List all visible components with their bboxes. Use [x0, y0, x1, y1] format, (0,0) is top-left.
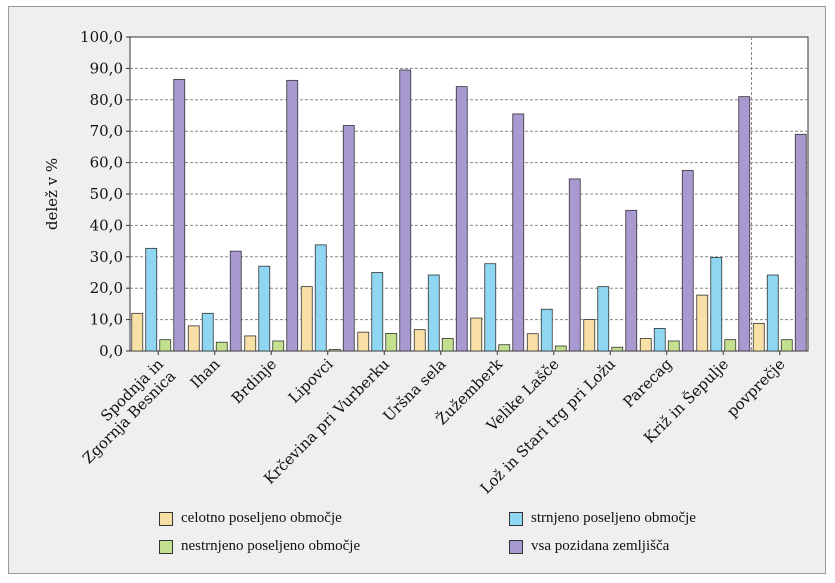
bar-2	[371, 272, 384, 352]
bar-1	[244, 335, 257, 352]
legend-swatch	[509, 539, 523, 554]
y-tick-label: 100,0	[80, 28, 123, 46]
legend-item-celotno: celotno poseljeno območje	[159, 510, 342, 527]
legend-label: strnjeno poseljeno območje	[531, 510, 696, 526]
bar-2	[766, 274, 779, 352]
bar-4	[399, 69, 412, 352]
bar-3	[159, 339, 172, 352]
legend-swatch	[159, 539, 173, 554]
bar-3	[272, 340, 285, 352]
bar-4	[512, 113, 525, 352]
bar-3	[780, 339, 793, 352]
bar-3	[611, 346, 624, 352]
x-category-label: Lipovci	[285, 355, 337, 407]
bar-2	[258, 265, 271, 352]
y-tick-label: 20,0	[90, 279, 123, 297]
bar-1	[300, 286, 313, 352]
bar-3	[498, 344, 511, 352]
bar-2	[201, 312, 214, 352]
legend-label: celotno poseljeno območje	[181, 510, 342, 526]
legend-swatch	[509, 511, 523, 526]
x-category-label: Ihan	[187, 355, 224, 392]
bar-2	[145, 247, 158, 352]
bar-4	[229, 250, 242, 352]
bar-1	[470, 317, 483, 352]
bar-3	[215, 341, 228, 352]
bar-1	[639, 338, 652, 352]
bar-4	[681, 170, 694, 352]
bar-1	[413, 329, 426, 352]
legend-swatch	[159, 511, 173, 526]
bar-3	[385, 333, 398, 352]
bar-1	[131, 312, 144, 352]
bar-2	[314, 244, 327, 352]
legend-item-vsa-pozidana: vsa pozidana zemljišča	[509, 538, 669, 555]
legend-item-nestrnjeno: nestrnjeno poseljeno območje	[159, 538, 360, 555]
bar-2	[484, 263, 497, 352]
bar-4	[455, 86, 468, 352]
x-category-label: Spodnja inZgornja Besnica	[67, 355, 179, 467]
x-category-label: Brdinje	[228, 355, 280, 407]
bar-3	[441, 338, 454, 352]
y-tick-label: 80,0	[90, 91, 123, 109]
y-tick-label: 70,0	[90, 122, 123, 140]
bar-2	[540, 308, 553, 352]
bar-4	[342, 125, 355, 352]
bar-2	[597, 286, 610, 352]
y-tick-label: 50,0	[90, 185, 123, 203]
bar-2	[653, 327, 666, 352]
y-axis-label: delež v %	[43, 158, 61, 230]
bar-1	[752, 322, 765, 352]
chart-frame: 0,0 10,0 20,0 30,0 40,0 50,0 60,0 70,0 80,0 90,0 1…	[8, 6, 826, 574]
bar-1	[583, 319, 596, 352]
legend-label: nestrnjeno poseljeno območje	[181, 538, 361, 554]
bar-1	[526, 333, 539, 352]
bar-3	[667, 340, 680, 352]
bar-3	[554, 345, 567, 352]
bar-4	[286, 79, 299, 352]
y-tick-label: 60,0	[90, 154, 123, 172]
bar-4	[738, 96, 751, 352]
bar-3	[328, 349, 341, 352]
bar-2	[710, 257, 723, 352]
y-tick-label: 40,0	[90, 216, 123, 234]
bar-1	[696, 294, 709, 352]
bar-1	[187, 325, 200, 352]
bar-4	[794, 133, 807, 352]
legend-item-strnjeno: strnjeno poseljeno območje	[509, 510, 696, 527]
y-tick-label: 30,0	[90, 248, 123, 266]
bar-4	[625, 209, 638, 352]
y-tick-label: 10,0	[90, 311, 123, 329]
x-category-label: Parecag	[619, 355, 675, 411]
bar-3	[724, 339, 737, 352]
y-tick-label: 0,0	[99, 342, 123, 360]
legend-label: vsa pozidana zemljišča	[531, 538, 670, 554]
bar-1	[357, 331, 370, 352]
bar-4	[173, 78, 186, 352]
bar-chart: 0,0 10,0 20,0 30,0 40,0 50,0 60,0 70,0 80,0 90,0 1…	[43, 28, 809, 497]
x-category-label: povprečje	[723, 355, 789, 421]
y-tick-label: 90,0	[90, 59, 123, 77]
bar-2	[427, 274, 440, 352]
bar-4	[568, 178, 581, 352]
